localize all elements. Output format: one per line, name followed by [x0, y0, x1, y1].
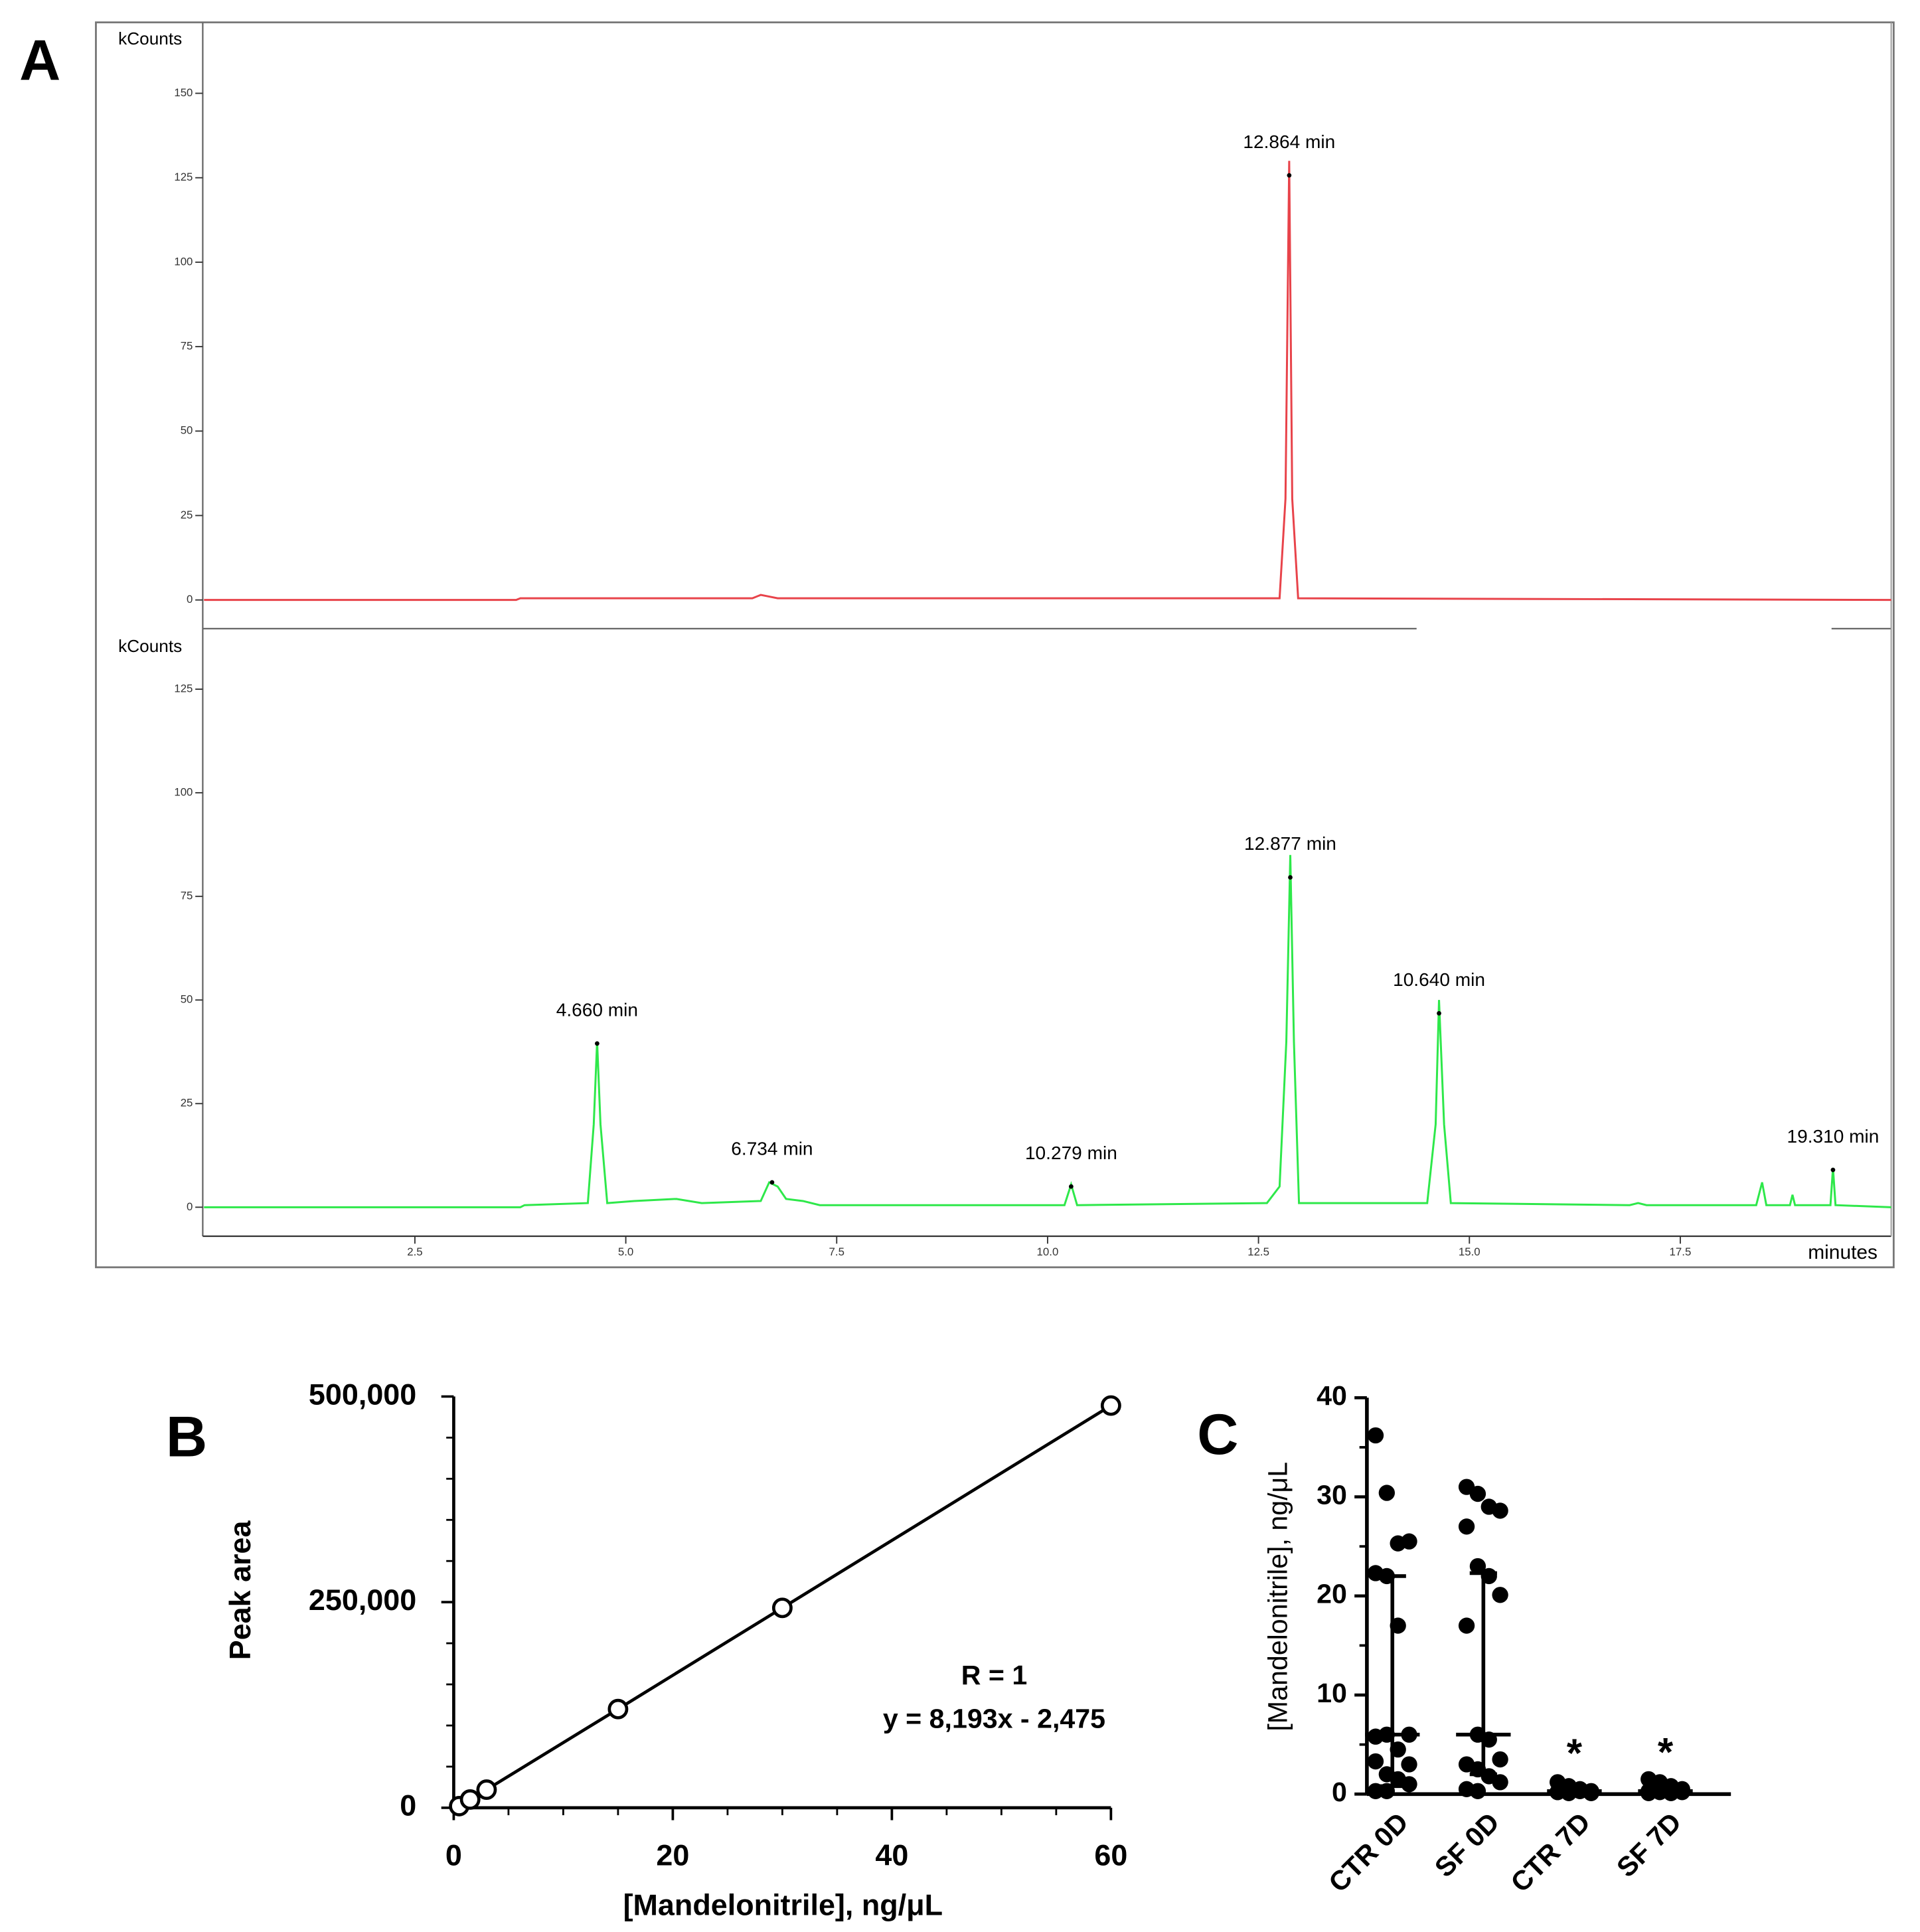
peak-marker — [1287, 173, 1292, 178]
x-tick-label: 15.0 — [1459, 1246, 1480, 1258]
y-tick-label: 75 — [181, 340, 193, 353]
y-tick-label: 500,000 — [309, 1377, 416, 1411]
peak-label: 10.279 min — [1025, 1143, 1117, 1163]
point — [459, 1789, 481, 1810]
peak-marker — [769, 1180, 775, 1185]
point — [771, 1597, 793, 1619]
y-axis-title: kCounts — [118, 636, 182, 656]
y-tick-label: 0 — [1332, 1777, 1347, 1807]
point — [1640, 1785, 1657, 1801]
point — [1458, 1617, 1475, 1634]
peak-marker — [1437, 1010, 1441, 1016]
peak-marker — [1069, 1184, 1074, 1189]
point — [1401, 1756, 1417, 1773]
x-tick-label: CTR 7D — [1505, 1807, 1597, 1898]
peak-label: 4.660 min — [556, 1000, 638, 1020]
y-tick-label: 100 — [174, 255, 193, 268]
x-tick-label: 12.5 — [1247, 1246, 1269, 1258]
y-tick-label: 0 — [187, 1200, 193, 1213]
y-tick-label: 75 — [181, 890, 193, 902]
point — [1401, 1533, 1417, 1550]
point — [1492, 1774, 1508, 1791]
peak-label: 6.734 min — [731, 1139, 813, 1159]
x-tick-label: 20 — [656, 1838, 689, 1872]
x-tick-label: 7.5 — [829, 1246, 844, 1258]
peak-marker — [1288, 875, 1293, 880]
annotation: y = 8,193x - 2,475 — [883, 1704, 1105, 1734]
point — [1492, 1751, 1508, 1768]
point — [1492, 1587, 1508, 1603]
y-tick-label: 25 — [181, 509, 193, 521]
panel-label: A — [19, 29, 60, 92]
x-tick-label: 60 — [1094, 1838, 1127, 1872]
y-tick-label: 150 — [174, 86, 193, 99]
x-tick-label: 2.5 — [407, 1246, 422, 1258]
x-tick-label: 0 — [445, 1838, 462, 1872]
x-tick-label: SF 7D — [1611, 1807, 1687, 1883]
point — [1469, 1558, 1486, 1575]
trace — [204, 854, 1891, 1208]
point — [476, 1779, 497, 1801]
y-tick-label: 250,000 — [309, 1583, 416, 1617]
y-tick-label: 40 — [1317, 1380, 1347, 1411]
significance-mark: * — [1658, 1730, 1674, 1775]
panel-label: B — [166, 1406, 207, 1469]
y-tick-label: 50 — [181, 424, 193, 437]
x-tick-label: 17.5 — [1670, 1246, 1692, 1258]
point — [1469, 1485, 1486, 1502]
y-axis-title: kCounts — [118, 29, 182, 48]
point — [1583, 1785, 1599, 1801]
point — [1458, 1518, 1475, 1535]
x-tick-label: 10.0 — [1037, 1246, 1059, 1258]
point — [1367, 1427, 1384, 1444]
annotation: R = 1 — [961, 1660, 1028, 1690]
x-tick-label: 5.0 — [618, 1246, 633, 1258]
peak-label: 12.864 min — [1243, 131, 1335, 152]
peak-label: 19.310 min — [1787, 1126, 1879, 1147]
y-tick-label: 25 — [181, 1097, 193, 1109]
x-axis-title: [Mandelonitrile], ng/μL — [623, 1888, 943, 1921]
peak-marker — [1830, 1167, 1836, 1172]
y-tick-label: 100 — [174, 786, 193, 799]
y-tick-label: 125 — [174, 683, 193, 695]
point — [1469, 1783, 1486, 1799]
point — [1378, 1485, 1396, 1501]
y-tick-label: 30 — [1317, 1479, 1347, 1510]
point — [1100, 1395, 1121, 1416]
x-tick-label: SF 0D — [1429, 1807, 1505, 1883]
peak-label: 10.640 min — [1393, 969, 1485, 990]
point — [1401, 1776, 1417, 1793]
y-tick-label: 125 — [174, 171, 193, 183]
y-tick-label: 10 — [1317, 1678, 1347, 1708]
y-tick-label: 0 — [187, 593, 193, 605]
point — [607, 1698, 629, 1720]
y-axis-title: Peak area — [223, 1520, 257, 1660]
panel-label: C — [1197, 1403, 1238, 1467]
panel-frame — [95, 21, 1895, 1269]
y-tick-label: 0 — [400, 1789, 416, 1822]
peak-label: 12.877 min — [1244, 833, 1336, 854]
x-tick-label: 40 — [875, 1838, 908, 1872]
peak-marker — [595, 1041, 600, 1046]
point — [1492, 1502, 1508, 1519]
y-tick-label: 50 — [181, 993, 193, 1006]
x-axis-title: minutes — [1808, 1242, 1878, 1263]
point — [1367, 1753, 1384, 1770]
trace — [204, 161, 1891, 602]
y-tick-label: 20 — [1317, 1579, 1347, 1609]
y-axis-title: [Mandelonitrile], ng/μL — [1263, 1462, 1293, 1731]
x-tick-label: CTR 0D — [1322, 1807, 1414, 1898]
significance-mark: * — [1567, 1731, 1583, 1775]
